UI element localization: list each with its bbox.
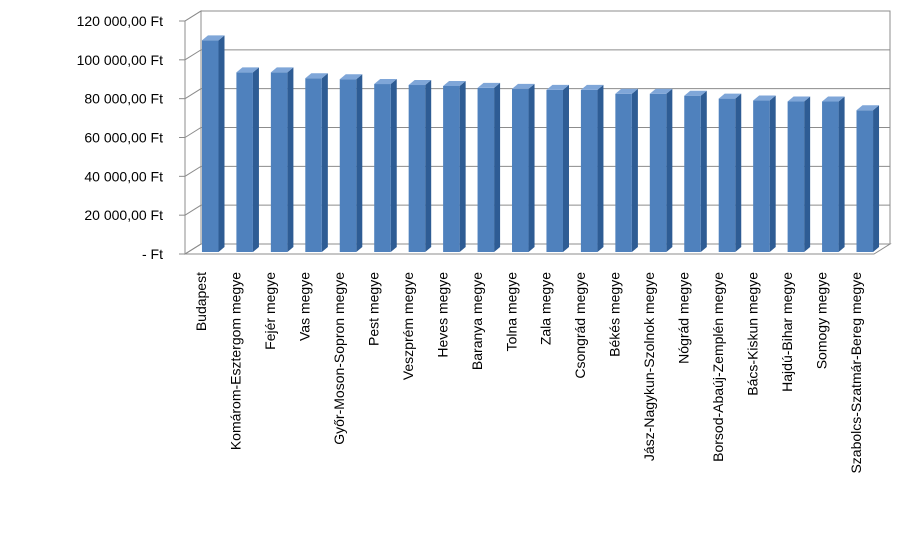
gridline [184, 49, 890, 61]
bar [201, 40, 219, 252]
bar-top [822, 96, 845, 102]
category-label: Csongrád megye [572, 272, 588, 379]
bar-top [201, 35, 225, 41]
category-label: Békés megye [607, 272, 623, 357]
bar [477, 87, 495, 252]
bar-side [321, 73, 328, 253]
bar-top [580, 84, 604, 90]
category-label: Veszprém megye [400, 272, 416, 380]
bar-top [753, 95, 776, 101]
bar [753, 100, 770, 252]
bar-top [787, 96, 811, 102]
gridline [184, 88, 890, 100]
bar-side [873, 105, 880, 252]
bar-side [666, 88, 673, 252]
bar [512, 88, 529, 253]
bar-side [218, 35, 225, 252]
bar-top [408, 80, 432, 86]
y-tick-label: 40 000,00 Ft [84, 168, 163, 184]
bar-top [546, 84, 569, 90]
bar-side [804, 96, 811, 252]
bar-side [769, 95, 776, 252]
bar-side [494, 82, 501, 252]
bar-side [631, 88, 638, 252]
bar [787, 101, 805, 252]
bar [615, 93, 632, 252]
bar-side [459, 80, 466, 252]
bar-top [443, 80, 466, 86]
x-axis-category-labels: Budapest Komárom-Esztergom megye Fejér meg… [193, 272, 864, 474]
category-label: Jász-Nagykun-Szolnok megye [641, 272, 657, 461]
category-label: Győr-Moson-Sopron megye [331, 272, 347, 445]
y-tick-label: - Ft [142, 246, 163, 262]
bar-top [270, 67, 294, 73]
bar-side [597, 84, 604, 252]
bar-top [477, 82, 501, 88]
bar-top [856, 105, 880, 111]
category-label: Budapest [193, 272, 209, 331]
category-label: Nógrád megye [676, 272, 692, 364]
category-label: Zala megye [538, 272, 554, 345]
bar [270, 72, 288, 252]
y-tick-label: 120 000,00 Ft [77, 13, 164, 29]
bar-top [718, 93, 742, 99]
bar-top [684, 90, 707, 96]
bar-top [649, 88, 673, 94]
bar [649, 93, 667, 252]
category-label: Tolna megye [503, 272, 519, 352]
y-tick-label: 100 000,00 Ft [77, 52, 164, 68]
category-label: Hajdú-Bihar megye [779, 272, 795, 392]
y-tick-label: 60 000,00 Ft [84, 130, 163, 146]
category-label: Borsod-Abaúj-Zemplén megye [710, 272, 726, 462]
bar-top [305, 73, 328, 79]
bars [201, 35, 880, 253]
category-label: Vas megye [297, 272, 313, 341]
bar [374, 84, 391, 252]
bar-side [562, 84, 569, 252]
bar-top [236, 67, 259, 73]
bar-top [339, 74, 363, 80]
bar [443, 85, 460, 252]
bar-side [528, 83, 535, 253]
bar [339, 79, 357, 252]
bar [822, 101, 839, 252]
bar-side [287, 67, 294, 252]
bar-side [700, 90, 707, 252]
bar-side [735, 93, 742, 252]
y-tick-label: 20 000,00 Ft [84, 207, 163, 223]
y-axis-tick-labels: - Ft 20 000,00 Ft 40 000,00 Ft 60 000,00 Ft… [77, 13, 164, 262]
bar [856, 110, 874, 252]
bar [580, 89, 598, 252]
bar-side [390, 79, 397, 252]
bar-side [252, 67, 259, 252]
bar [546, 89, 563, 252]
category-label: Szabolcs-Szatmár-Bereg megye [848, 272, 864, 474]
category-label: Komárom-Esztergom megye [228, 272, 244, 450]
category-label: Fejér megye [262, 272, 278, 350]
bar [305, 78, 322, 253]
category-label: Bács-Kiskun megye [744, 272, 760, 396]
category-label: Somogy megye [813, 272, 829, 369]
bar-side [425, 80, 432, 253]
bar-top [374, 79, 397, 85]
bar [408, 85, 426, 253]
bar-top [615, 88, 638, 94]
bar [684, 95, 701, 252]
gridline [184, 10, 890, 22]
bar-side [356, 74, 363, 252]
y-tick-label: 80 000,00 Ft [84, 91, 163, 107]
bar [236, 72, 253, 252]
bar-side [838, 96, 845, 252]
category-label: Pest megye [365, 272, 381, 346]
category-label: Heves megye [434, 272, 450, 358]
bar [718, 98, 736, 252]
bar-top [512, 83, 535, 89]
category-label: Baranya megye [469, 272, 485, 370]
